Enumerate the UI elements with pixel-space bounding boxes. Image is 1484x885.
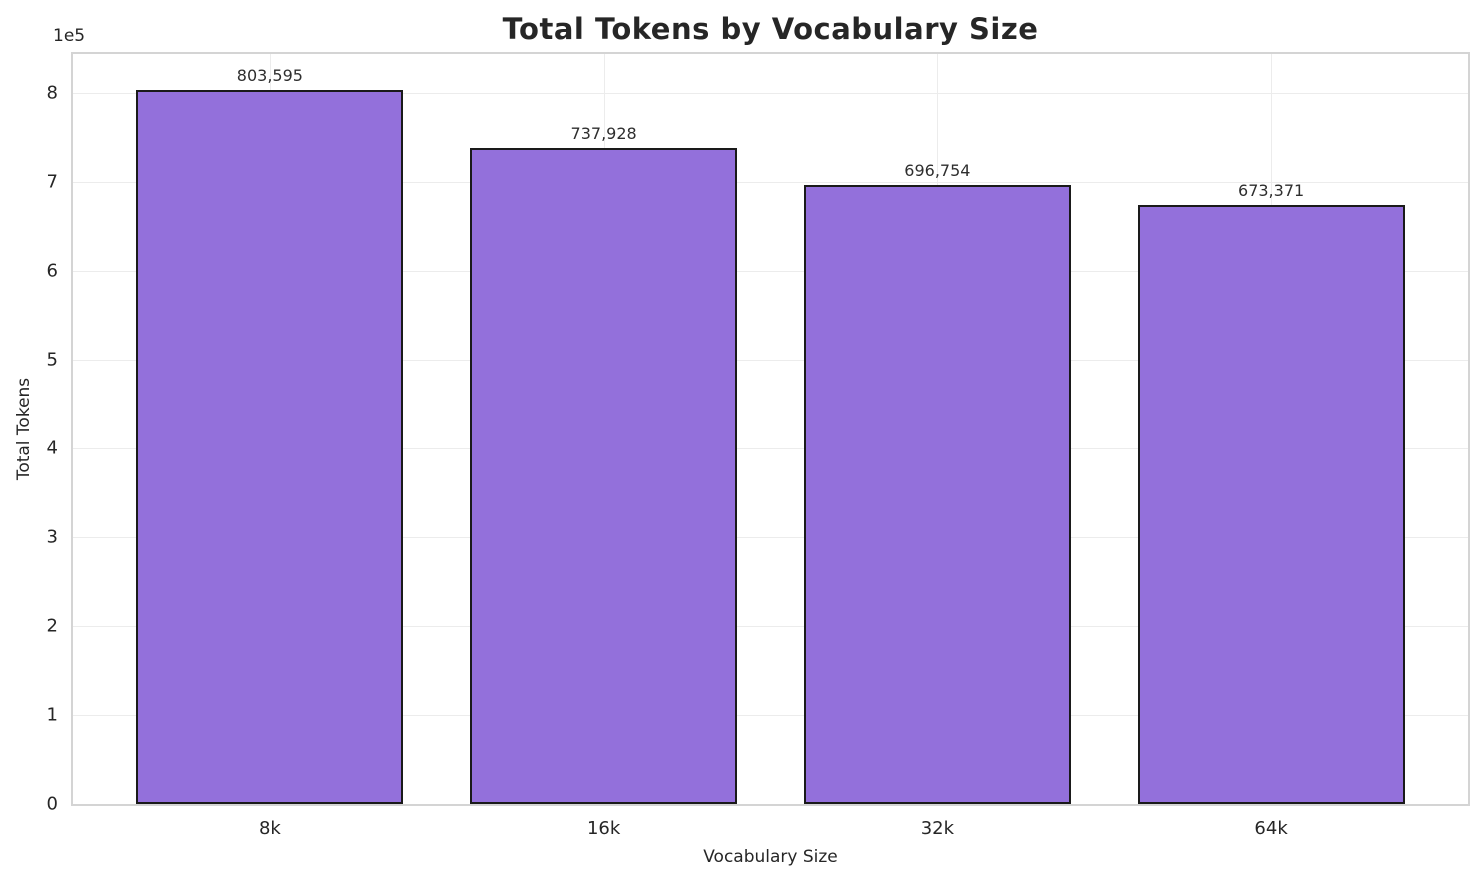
y-tick-label: 3 [46,526,58,548]
bar-value-label: 737,928 [570,124,637,144]
y-tick-label: 8 [46,82,58,104]
x-tick-label-16k: 16k [586,818,621,839]
chart-title: Total Tokens by Vocabulary Size [502,12,1039,46]
h-gridline [73,270,1468,272]
y-tick-label: 6 [46,260,58,282]
h-gridline [73,626,1468,628]
x-tick-label-8k: 8k [258,818,281,839]
bar-64k [1137,205,1405,804]
y-tick-label: 7 [46,171,58,193]
y-tick-label: 5 [46,349,58,371]
h-gridline [73,181,1468,183]
y-tick-label: 0 [46,793,58,815]
bar-8k [136,89,404,804]
y-tick-label: 4 [46,437,58,459]
y-tick-label: 2 [46,615,58,637]
bar-value-label: 696,754 [904,160,971,180]
bar-32k [803,184,1071,804]
y-axis-label: Total Tokens [14,377,34,481]
h-gridline [73,359,1468,361]
h-gridline [73,715,1468,717]
x-tick-label-32k: 32k [920,818,955,839]
bar-value-label: 803,595 [236,65,303,85]
h-gridline [73,448,1468,450]
y-axis-offset-label: 1e5 [53,26,86,46]
x-axis-label: Vocabulary Size [703,847,838,867]
h-gridline [73,92,1468,94]
h-gridline [73,537,1468,539]
bar-16k [470,148,738,804]
x-tick-label-64k: 64k [1254,818,1288,839]
y-tick-label: 1 [46,704,58,726]
bar-value-label: 673,371 [1238,181,1305,201]
plot-area: 803,595 737,928 696,754 673,371 [71,52,1470,806]
